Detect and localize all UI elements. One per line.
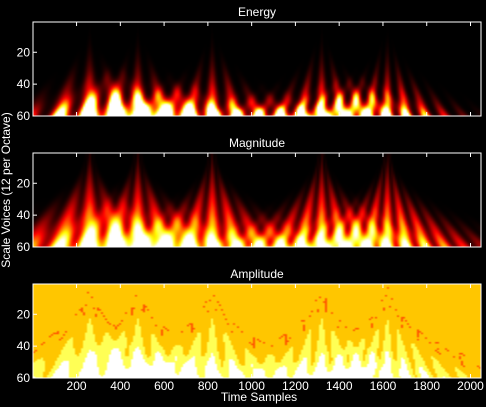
y-tick-label: 20	[17, 45, 31, 59]
y-tick-label: 20	[17, 176, 31, 190]
x-tick-label: 2000	[457, 379, 484, 393]
heatmap-image-1	[33, 153, 481, 247]
axes-frame-1	[32, 152, 482, 248]
x-tick-label: 600	[154, 379, 174, 393]
y-tick-label: 20	[17, 307, 31, 321]
x-tick-label: 1800	[413, 379, 440, 393]
y-tick-label: 40	[17, 208, 31, 222]
x-tick-label: 400	[110, 379, 130, 393]
panel-title-2: Amplitude	[230, 267, 284, 281]
x-tick-label: 1600	[370, 379, 397, 393]
x-tick-label: 1000	[238, 379, 265, 393]
panel-title-1: Magnitude	[229, 136, 285, 150]
x-tick-label: 1200	[282, 379, 309, 393]
x-axis-label: Time Samples	[221, 390, 297, 404]
y-tick-label: 60	[17, 109, 31, 123]
y-tick-label: 40	[17, 339, 31, 353]
y-tick-label: 40	[17, 77, 31, 91]
y-tick-label: 60	[17, 240, 31, 254]
x-tick-label: 200	[67, 379, 87, 393]
panels-group: Energy 20 40 60 Magnitude 20 40 60 Amplitude 20 40…	[17, 5, 485, 393]
axes-frame-0	[32, 21, 482, 117]
heatmap-image-2	[33, 284, 481, 378]
heatmap-image-0	[33, 22, 481, 116]
x-tick-label: 800	[198, 379, 218, 393]
axes-frame-2	[32, 283, 482, 379]
y-tick-label: 60	[17, 371, 31, 385]
x-tick-label: 1400	[326, 379, 353, 393]
panel-title-0: Energy	[238, 5, 276, 19]
y-axis-label: Scale Voices (12 per Octave)	[0, 112, 13, 267]
